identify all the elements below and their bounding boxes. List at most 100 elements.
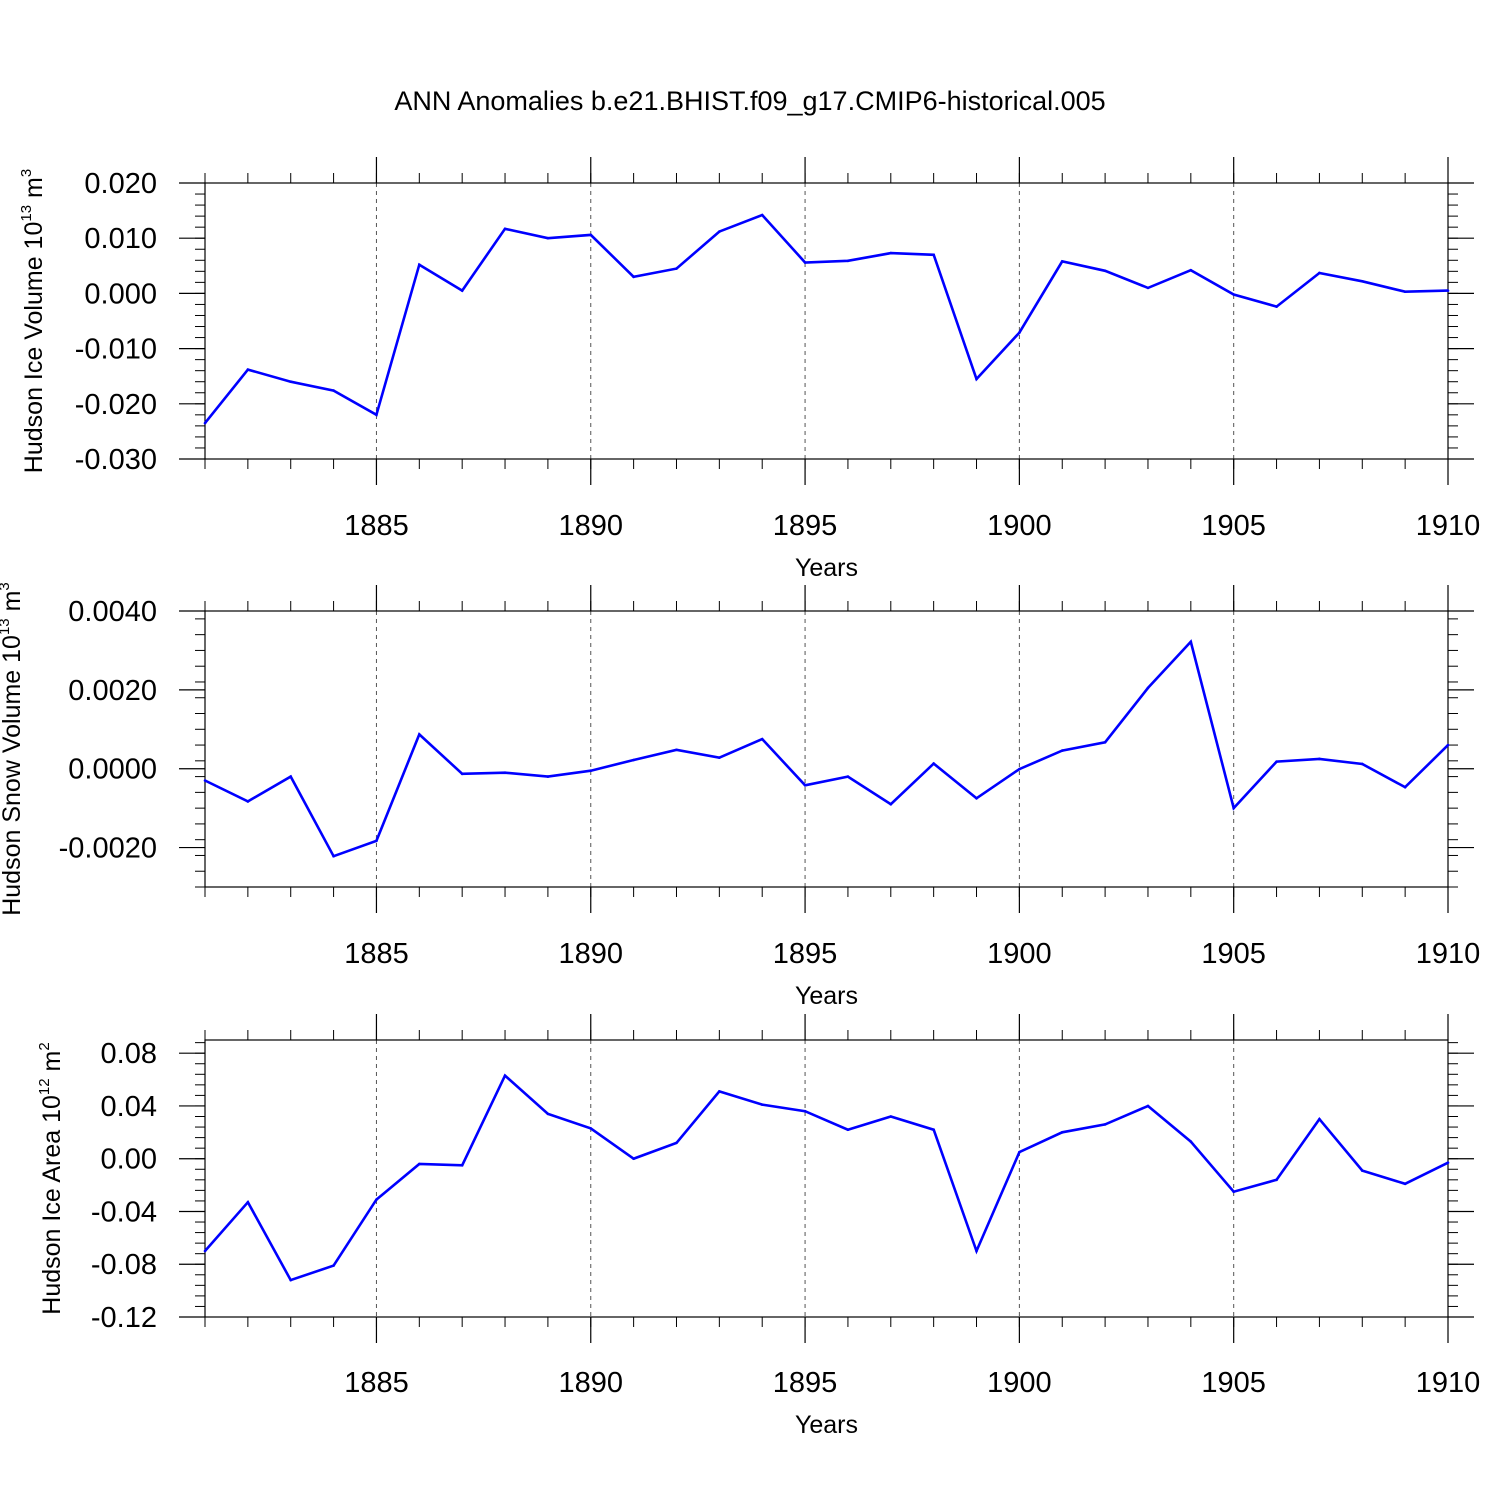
data-point (1446, 743, 1450, 747)
x-tick-label: 1885 (344, 510, 409, 542)
data-point (1232, 806, 1235, 810)
data-point (1403, 1182, 1407, 1186)
y-tick-label: -0.020 (75, 389, 157, 421)
data-point (418, 1162, 421, 1166)
panel-2: 1885 1890 1895 1900 1905 1910 -0.0020 0.0000 0.0… (0, 582, 1480, 1010)
data-point (460, 772, 464, 776)
data-point (718, 1090, 721, 1093)
data-point (546, 236, 550, 240)
data-point (1403, 785, 1407, 789)
data-point (589, 769, 593, 772)
data-point (1189, 1140, 1193, 1143)
y-tick-label: 0.010 (84, 223, 157, 255)
data-point (589, 1127, 593, 1130)
data-point (1318, 271, 1321, 275)
data-point (246, 1200, 250, 1204)
data-point (1146, 686, 1150, 690)
data-point (1018, 331, 1021, 334)
y-tick-label: 0.00 (101, 1144, 157, 1176)
data-point (460, 1164, 464, 1167)
data-point (289, 775, 293, 778)
x-tick-label: 1905 (1201, 510, 1266, 542)
data-point (1060, 1131, 1064, 1134)
data-point (289, 380, 293, 384)
y-tick-label: 0.08 (101, 1038, 157, 1070)
x-tick-label: 1890 (559, 1367, 624, 1399)
data-point (675, 267, 678, 270)
data-point (418, 733, 421, 736)
plot-frame (204, 1039, 1449, 1318)
series-line (203, 213, 1449, 424)
y-tick-label: 0.0040 (68, 596, 157, 628)
data-point (932, 1128, 935, 1131)
data-point (675, 1141, 678, 1145)
x-axis-label: Years (795, 982, 858, 1010)
data-point (203, 421, 207, 425)
data-point (203, 1249, 207, 1253)
ylabel-text: Hudson Ice Area 10 (38, 1095, 66, 1315)
plot-frame (204, 182, 1449, 460)
data-point (1360, 1169, 1364, 1172)
panel-3: 1885 1890 1895 1900 1905 1910 -0.12 -0.08 -0.04 0… (36, 1014, 1480, 1439)
data-point (289, 1278, 293, 1282)
x-tick-label: 1895 (773, 510, 838, 542)
data-point (803, 1109, 807, 1113)
data-point (1146, 286, 1150, 290)
data-point (718, 756, 721, 759)
data-point (1275, 305, 1278, 308)
data-point (246, 800, 250, 803)
y-tick-label: -0.04 (91, 1196, 157, 1228)
ylabel-text: Hudson Snow Volume 10 (0, 635, 26, 916)
data-point (503, 1074, 507, 1077)
x-tick-label: 1905 (1201, 1367, 1266, 1399)
data-point (846, 259, 850, 263)
data-point (932, 253, 935, 257)
data-point (418, 263, 421, 266)
data-point (1060, 260, 1064, 263)
data-point (375, 413, 378, 417)
data-point (1360, 279, 1364, 283)
data-point (1018, 1150, 1021, 1154)
data-point (246, 368, 250, 371)
data-point (1275, 760, 1278, 763)
data-point (546, 1112, 550, 1116)
ylabel-unit: m (0, 591, 26, 619)
x-tick-label: 1910 (1416, 1367, 1481, 1399)
ylabel-unit: m (38, 1051, 66, 1079)
x-tick-label: 1910 (1416, 938, 1481, 970)
chart-title: ANN Anomalies b.e21.BHIST.f09_g17.CMIP6-… (394, 86, 1105, 116)
data-point (375, 1198, 378, 1201)
data-point (589, 233, 593, 237)
data-point (632, 758, 635, 762)
data-point (675, 748, 678, 752)
y-tick-label: -0.010 (75, 334, 157, 366)
data-point (803, 783, 807, 787)
y-axis-label: Hudson Snow Volume 1013 m3 (0, 582, 26, 916)
x-tick-label: 1910 (1416, 510, 1481, 542)
data-point (632, 1157, 635, 1161)
ylabel-unit-exponent: 2 (36, 1042, 53, 1050)
data-point (1232, 293, 1235, 296)
data-point (1232, 1190, 1235, 1193)
x-tick-label: 1885 (344, 1367, 409, 1399)
y-axis-label: Hudson Ice Volume 1013 m3 (18, 169, 48, 473)
data-point (1189, 268, 1193, 272)
ylabel-unit-exponent: 3 (0, 582, 13, 590)
data-point (1360, 762, 1364, 766)
x-tick-label: 1890 (559, 938, 624, 970)
data-point (332, 389, 335, 392)
data-point (975, 796, 978, 800)
y-tick-label: -0.08 (91, 1249, 157, 1281)
data-point (1446, 1161, 1450, 1164)
x-tick-label: 1900 (987, 1367, 1052, 1399)
data-point (460, 289, 464, 292)
data-point (1103, 740, 1107, 744)
x-tick-label: 1895 (773, 1367, 838, 1399)
data-point (632, 275, 635, 279)
data-point (1146, 1104, 1150, 1108)
ylabel-unit: m (20, 177, 48, 205)
data-point (1446, 289, 1450, 292)
data-point (846, 1128, 850, 1131)
data-point (503, 771, 507, 774)
